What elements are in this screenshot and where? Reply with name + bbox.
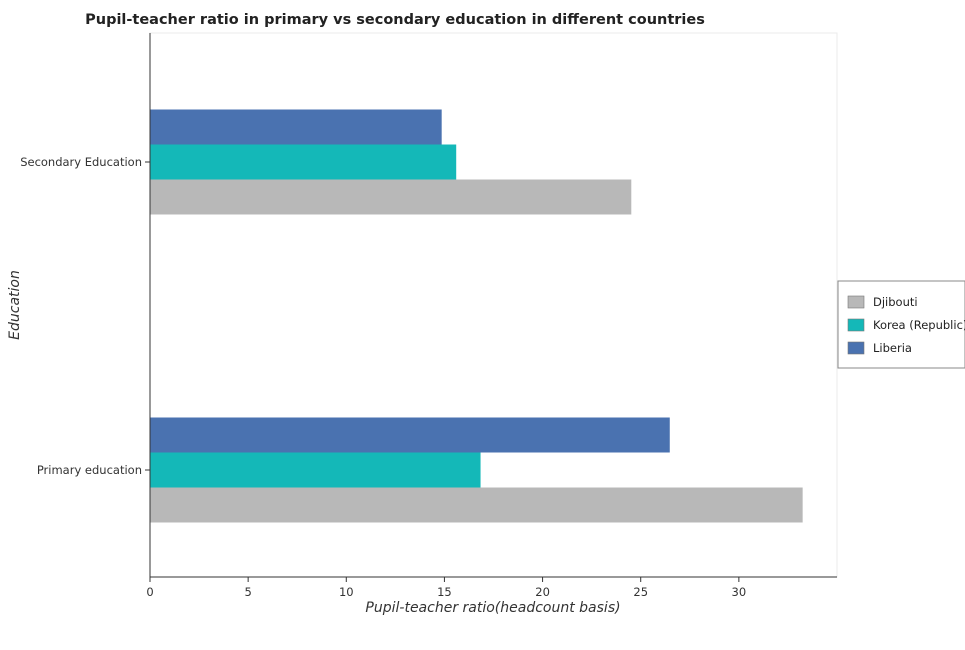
bar-korea-republic--1 bbox=[150, 144, 457, 180]
y-tick-label: Primary education bbox=[37, 463, 142, 477]
y-tick-label: Secondary Education bbox=[20, 155, 142, 169]
legend-label: Liberia bbox=[873, 341, 912, 355]
legend-swatch bbox=[847, 295, 865, 309]
legend: Djibouti Korea (Republic) Liberia bbox=[837, 280, 965, 369]
bar-liberia-0 bbox=[150, 417, 670, 453]
x-tick-label: 5 bbox=[244, 585, 251, 599]
x-tick-label: 0 bbox=[146, 585, 153, 599]
bar-korea-republic--0 bbox=[150, 452, 481, 488]
legend-label: Djibouti bbox=[873, 295, 918, 309]
x-tick-label: 30 bbox=[732, 585, 747, 599]
x-tick-label: 10 bbox=[339, 585, 354, 599]
legend-label: Korea (Republic) bbox=[873, 318, 965, 332]
legend-swatch bbox=[847, 318, 865, 332]
bar-djibouti-0 bbox=[150, 487, 803, 523]
bar-liberia-1 bbox=[150, 109, 442, 145]
x-tick-label: 15 bbox=[437, 585, 452, 599]
x-tick-label: 20 bbox=[535, 585, 550, 599]
x-axis-label: Pupil-teacher ratio(headcount basis) bbox=[365, 600, 620, 616]
bars bbox=[150, 109, 803, 523]
y-axis-label: Education bbox=[7, 270, 23, 340]
x-ticks: 0 5 10 15 20 25 30 bbox=[146, 577, 746, 599]
y-ticks: Primary education Secondary Education bbox=[20, 155, 150, 477]
bar-djibouti-1 bbox=[150, 179, 632, 215]
chart-title: Pupil-teacher ratio in primary vs second… bbox=[85, 12, 705, 28]
x-tick-label: 25 bbox=[633, 585, 648, 599]
legend-swatch bbox=[847, 341, 865, 355]
